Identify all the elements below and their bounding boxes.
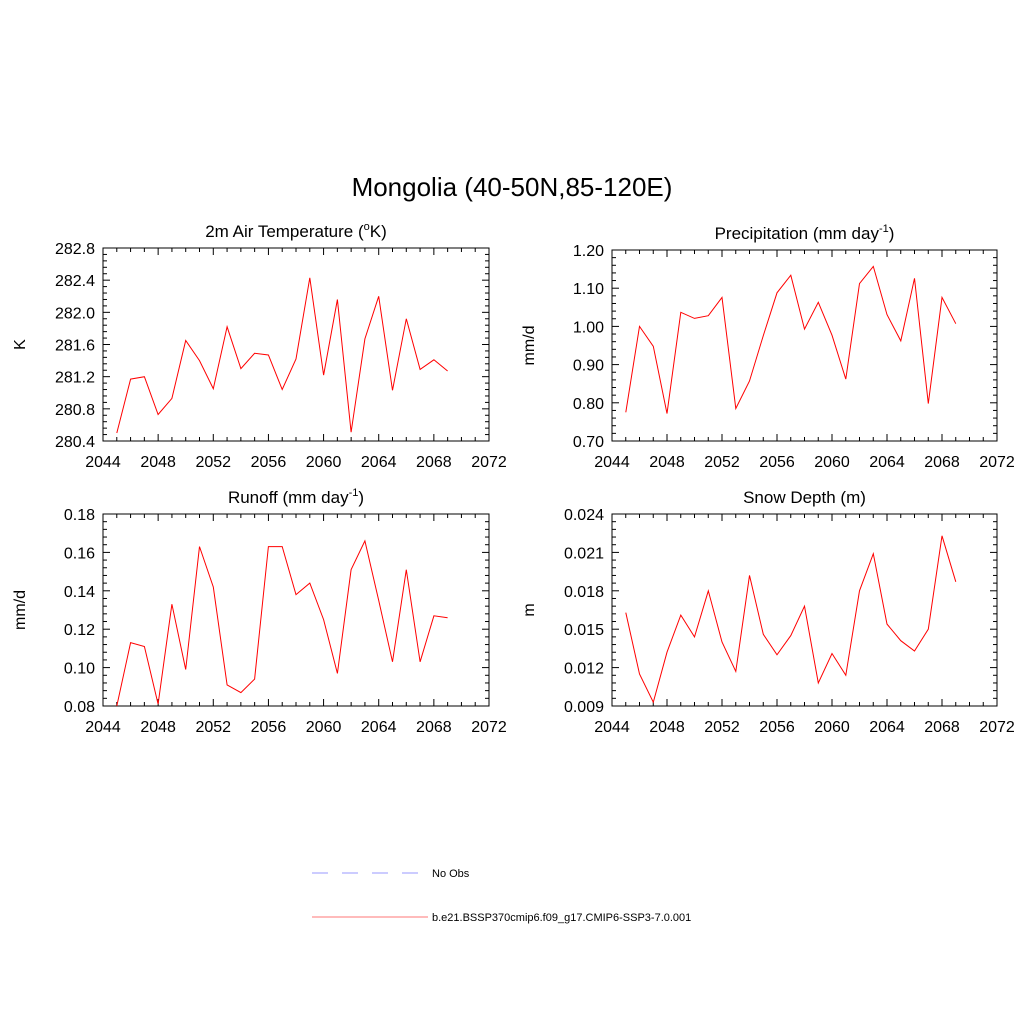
legend-label-no-obs: No Obs <box>432 868 470 880</box>
y-tick-label: 282.8 <box>55 241 95 258</box>
x-tick-label: 2068 <box>924 719 960 736</box>
panel-title-main: 2m Air Temperature ( <box>205 222 364 241</box>
x-tick-label: 2044 <box>594 454 630 471</box>
x-tick-label: 2072 <box>471 719 507 736</box>
x-tick-label: 2056 <box>759 719 795 736</box>
panel-title-main: Runoff (mm day <box>228 488 349 507</box>
y-tick-label: 0.018 <box>564 584 604 601</box>
y-axis-label: mm/d <box>12 590 29 630</box>
y-tick-label: 0.012 <box>564 661 604 678</box>
y-tick-label: 1.10 <box>573 281 604 298</box>
panels: 2044 2048 2052 2056 2060 2064 2068 2072 280.4 280… <box>12 221 1015 736</box>
x-tick-label: 2056 <box>759 454 795 471</box>
panel-title-superscript: o <box>364 221 370 233</box>
chart-panel-2: 2044 2048 2052 2056 2060 2064 2068 2072 0.70 0.80… <box>521 223 1015 471</box>
figure-title: Mongolia (40-50N,85-120E) <box>352 172 673 202</box>
panel-title-tail: ) <box>889 224 895 243</box>
y-axis-label: K <box>12 339 29 350</box>
x-tick-label: 2064 <box>361 719 397 736</box>
plot-frame <box>102 247 490 442</box>
panel-title-superscript: -1 <box>879 223 889 235</box>
x-tick-label: 2056 <box>251 719 287 736</box>
panel-title-main: Precipitation (mm day <box>715 224 880 243</box>
legend: No Obs b.e21.BSSP370cmip6.f09_g17.CMIP6-… <box>312 868 691 924</box>
x-tick-label: 2052 <box>195 454 231 471</box>
panel-title-tail: ) <box>358 488 364 507</box>
panel-title-main: Snow Depth (m) <box>743 488 866 507</box>
series-line <box>116 277 448 434</box>
y-tick-label: 0.024 <box>564 507 604 524</box>
x-tick-label: 2064 <box>869 719 905 736</box>
panel-title-tail: K) <box>370 222 387 241</box>
x-tick-label: 2048 <box>649 719 685 736</box>
y-tick-label: 282.0 <box>55 305 95 322</box>
x-tick-label: 2048 <box>140 454 176 471</box>
y-tick-label: 0.021 <box>564 545 604 562</box>
plot-frame <box>102 513 490 707</box>
x-tick-label: 2060 <box>814 719 850 736</box>
y-tick-label: 0.70 <box>573 434 604 451</box>
x-tick-label: 2056 <box>251 454 287 471</box>
panel-title: Precipitation (mm day-1) <box>715 223 895 243</box>
chart-panel-4: 2044 2048 2052 2056 2060 2064 2068 2072 0.009 0.0… <box>521 488 1015 736</box>
x-tick-label: 2052 <box>704 719 740 736</box>
y-axis-label: m <box>521 603 538 616</box>
y-tick-label: 0.14 <box>64 584 95 601</box>
x-tick-label: 2060 <box>306 719 342 736</box>
y-tick-label: 282.4 <box>55 273 95 290</box>
x-tick-label: 2068 <box>924 454 960 471</box>
series-line <box>625 265 957 414</box>
x-tick-label: 2064 <box>869 454 905 471</box>
x-tick-label: 2060 <box>306 454 342 471</box>
y-tick-label: 1.20 <box>573 243 604 260</box>
panel-title: Snow Depth (m) <box>743 488 866 507</box>
x-tick-label: 2044 <box>85 719 121 736</box>
x-tick-label: 2072 <box>979 454 1015 471</box>
x-tick-label: 2044 <box>85 454 121 471</box>
chart-panel-1: 2044 2048 2052 2056 2060 2064 2068 2072 280.4 280… <box>12 221 507 471</box>
panel-title: 2m Air Temperature (oK) <box>205 221 387 241</box>
x-tick-label: 2048 <box>140 719 176 736</box>
y-tick-label: 1.00 <box>573 319 604 336</box>
panel-title: Runoff (mm day-1) <box>228 487 364 507</box>
series-line <box>116 539 448 707</box>
y-tick-label: 0.08 <box>64 699 95 716</box>
plot-frame <box>611 513 998 707</box>
y-tick-label: 281.2 <box>55 370 95 387</box>
y-tick-label: 0.90 <box>573 358 604 375</box>
y-tick-label: 0.015 <box>564 622 604 639</box>
series-line <box>625 535 957 704</box>
x-tick-label: 2052 <box>704 454 740 471</box>
x-tick-label: 2068 <box>416 454 452 471</box>
y-tick-label: 280.8 <box>55 402 95 419</box>
y-tick-label: 0.16 <box>64 545 95 562</box>
x-tick-label: 2048 <box>649 454 685 471</box>
y-tick-label: 0.009 <box>564 699 604 716</box>
y-axis-label: mm/d <box>521 326 538 366</box>
x-tick-label: 2064 <box>361 454 397 471</box>
y-tick-label: 0.80 <box>573 396 604 413</box>
plot-frame <box>611 249 998 442</box>
y-tick-label: 0.10 <box>64 661 95 678</box>
y-tick-label: 0.12 <box>64 622 95 639</box>
y-tick-label: 280.4 <box>55 434 95 451</box>
x-tick-label: 2052 <box>195 719 231 736</box>
y-tick-label: 0.18 <box>64 507 95 524</box>
legend-label-model: b.e21.BSSP370cmip6.f09_g17.CMIP6-SSP3-7.… <box>432 912 691 924</box>
x-tick-label: 2072 <box>979 719 1015 736</box>
x-tick-label: 2068 <box>416 719 452 736</box>
y-tick-label: 281.6 <box>55 338 95 355</box>
x-tick-label: 2060 <box>814 454 850 471</box>
panel-title-superscript: -1 <box>349 487 359 499</box>
x-tick-label: 2044 <box>594 719 630 736</box>
x-tick-label: 2072 <box>471 454 507 471</box>
chart-panel-3: 2044 2048 2052 2056 2060 2064 2068 2072 0.08 0.10… <box>12 487 507 736</box>
